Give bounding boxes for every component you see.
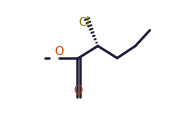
Text: O: O [74, 84, 83, 97]
Text: O: O [54, 45, 64, 58]
Text: Cl: Cl [79, 16, 90, 29]
